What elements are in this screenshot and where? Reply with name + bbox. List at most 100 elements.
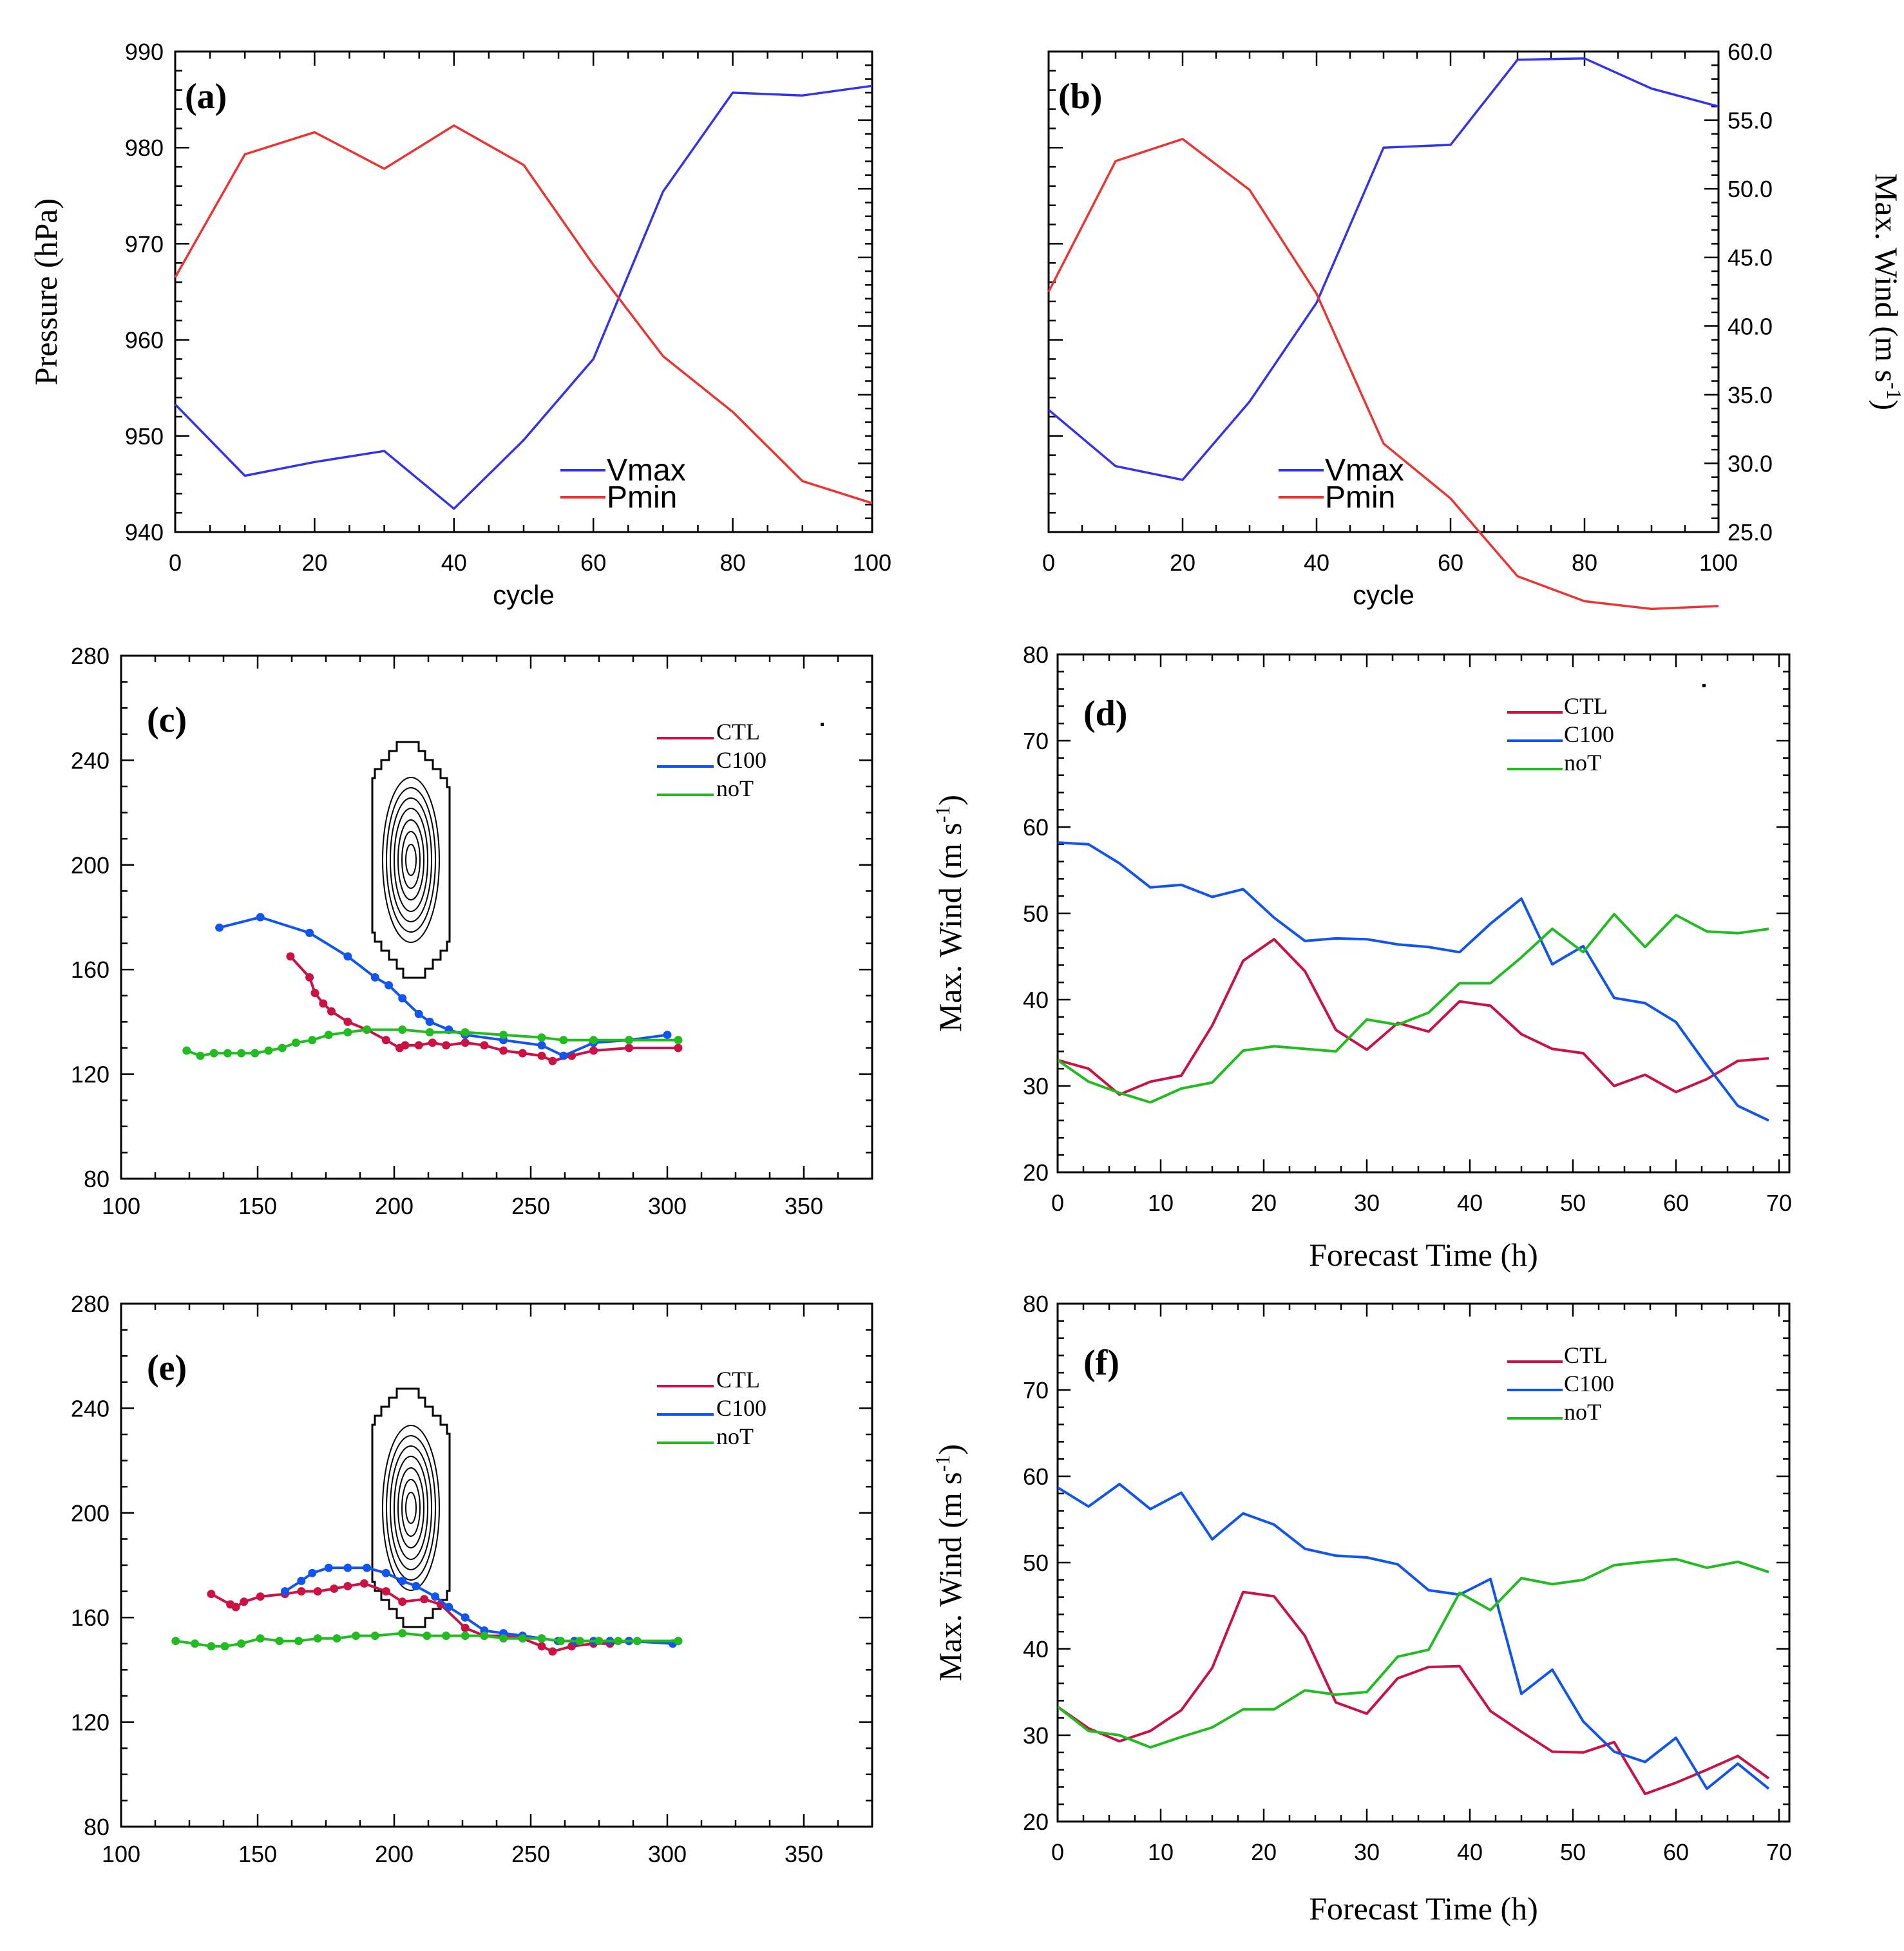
track-marker-not xyxy=(674,1036,683,1045)
y-tick-label: 80 xyxy=(1023,642,1049,668)
track-marker-ctl xyxy=(537,1642,546,1651)
y-axis-label-close: ) xyxy=(1869,399,1904,410)
series-line-pmin xyxy=(1047,138,1719,611)
track-marker-ctl xyxy=(398,1597,407,1606)
x-tick-label: 60 xyxy=(1663,1190,1689,1216)
vortex-contour xyxy=(386,787,436,933)
y-axis-label: Max. Wind (m s-1) xyxy=(931,795,968,1032)
legend-label-not: noT xyxy=(716,1423,754,1449)
track-marker-c100 xyxy=(305,928,314,937)
panel-label: (f) xyxy=(1083,1343,1119,1383)
track-marker-ctl xyxy=(499,1046,508,1055)
y-right-tick-label: 60.0 xyxy=(1728,39,1773,65)
track-line-not xyxy=(186,1028,678,1058)
y-tick-label: 950 xyxy=(125,423,164,450)
track-marker-ctl xyxy=(231,1603,240,1612)
track-marker-not xyxy=(291,1038,300,1047)
x-tick-label: 40 xyxy=(1457,1190,1483,1216)
track-marker-ctl xyxy=(537,1051,546,1060)
x-tick-label: 30 xyxy=(1354,1190,1380,1216)
x-axis-label: Forecast Time (h) xyxy=(1309,1890,1538,1927)
track-marker-not xyxy=(398,1025,407,1034)
y-tick-label: 60 xyxy=(1023,814,1049,841)
track-marker-not xyxy=(674,1637,683,1646)
track-marker-not xyxy=(352,1632,361,1641)
track-marker-c100 xyxy=(537,1041,546,1050)
track-marker-ctl xyxy=(256,1592,265,1601)
panel-f: 0 10 20 30 40 50 60 70 20 30 40 50 60 70 80 Forecast Ti… xyxy=(931,1291,1792,1927)
series-line-not xyxy=(1058,1557,1769,1749)
y-tick-label: 160 xyxy=(71,956,109,983)
y-tick-label: 160 xyxy=(71,1604,109,1631)
y-tick-label: 70 xyxy=(1023,728,1049,754)
y-tick-label: 120 xyxy=(71,1709,109,1736)
track-marker-ctl xyxy=(343,1017,352,1026)
track-marker-not xyxy=(209,1049,218,1058)
y-right-tick-label: 40.0 xyxy=(1728,313,1773,339)
track-marker-not xyxy=(264,1046,273,1055)
legend-label-ctl: CTL xyxy=(1564,693,1608,719)
track-marker-not xyxy=(313,1634,322,1643)
y-tick-label: 280 xyxy=(71,643,109,669)
track-marker-ctl xyxy=(319,999,328,1008)
track-marker-c100 xyxy=(297,1576,306,1585)
x-tick-label: 10 xyxy=(1148,1190,1174,1216)
track-marker-ctl xyxy=(381,1036,390,1045)
track-marker-ctl xyxy=(240,1597,249,1606)
y-tick-label: 80 xyxy=(84,1814,109,1840)
track-marker-c100 xyxy=(256,913,265,922)
x-tick-label: 20 xyxy=(1251,1190,1277,1216)
track-marker-ctl xyxy=(674,1043,683,1052)
track-marker-not xyxy=(589,1036,598,1045)
track-marker-not xyxy=(275,1637,284,1646)
x-tick-label: 100 xyxy=(853,549,891,576)
y-right-tick-label: 45.0 xyxy=(1728,245,1773,271)
track-marker-ctl xyxy=(461,1038,470,1047)
track-marker-not xyxy=(196,1051,205,1060)
track-marker-c100 xyxy=(398,1576,407,1585)
legend-label-ctl: CTL xyxy=(716,719,760,745)
y-axis-label-close: ) xyxy=(932,795,968,806)
track-marker-c100 xyxy=(308,1568,317,1577)
series-line-ctl xyxy=(1058,1590,1770,1796)
track-marker-ctl xyxy=(428,1038,437,1047)
track-marker-not xyxy=(223,1049,232,1058)
x-tick-label: 50 xyxy=(1560,1839,1586,1865)
vortex-contour xyxy=(394,808,428,912)
y-axis-label-close: ) xyxy=(932,1444,968,1455)
vortex-contour xyxy=(397,1467,424,1548)
panel-e: 100 150 200 250 300 350 80 120 160 200 240 280 (e) CT… xyxy=(71,1291,873,1867)
y-right-tick-label: 35.0 xyxy=(1728,382,1773,408)
series-line-ctl xyxy=(1058,938,1769,1096)
track-marker-ctl xyxy=(401,1041,410,1050)
x-tick-label: 40 xyxy=(1457,1839,1483,1865)
panel-label: (c) xyxy=(147,700,187,740)
track-marker-c100 xyxy=(343,952,352,961)
track-marker-c100 xyxy=(414,1009,423,1018)
track-marker-not xyxy=(461,1028,470,1037)
x-tick-label: 70 xyxy=(1766,1839,1792,1865)
y-tick-label: 970 xyxy=(125,231,164,257)
track-marker-ctl xyxy=(589,1046,598,1055)
x-tick-label: 100 xyxy=(102,1841,140,1867)
panel-label: (a) xyxy=(185,77,227,117)
legend-label-not: noT xyxy=(1564,1399,1601,1425)
y-tick-label: 60 xyxy=(1023,1463,1049,1490)
vortex-contour xyxy=(401,1479,421,1537)
track-marker-not xyxy=(171,1637,180,1646)
y-tick-label: 70 xyxy=(1023,1377,1049,1404)
y-tick-label: 240 xyxy=(71,747,109,774)
track-marker-c100 xyxy=(398,994,407,1003)
track-marker-c100 xyxy=(343,1563,352,1572)
x-tick-label: 350 xyxy=(785,1193,823,1219)
legend-label-pmin: Pmin xyxy=(607,481,677,515)
track-marker-c100 xyxy=(461,1613,470,1622)
legend-label-c100: C100 xyxy=(716,1395,766,1421)
track-marker-ctl xyxy=(343,1582,352,1590)
x-tick-label: 40 xyxy=(1304,549,1329,576)
vortex-contour xyxy=(386,1435,436,1581)
y-tick-label: 980 xyxy=(125,135,164,161)
panel-label: (e) xyxy=(147,1348,187,1388)
stray-dot xyxy=(821,723,824,726)
